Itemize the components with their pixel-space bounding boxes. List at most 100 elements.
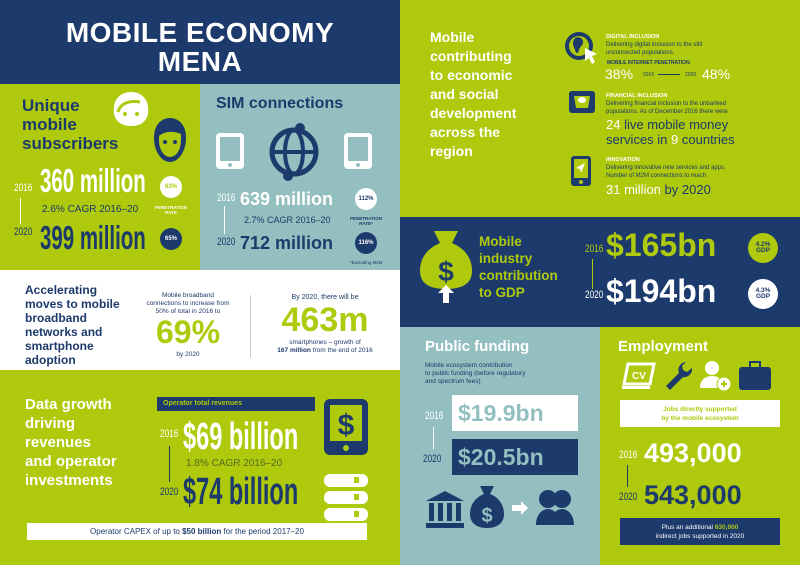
smartphone-icon xyxy=(216,133,244,169)
sim-panel: SIM connections 2016 639 million 2.7% CA… xyxy=(200,84,400,270)
year-2016: 2016 xyxy=(585,243,604,255)
timeline xyxy=(224,206,225,234)
globe-icon xyxy=(269,123,319,181)
penetration-2016: 38% xyxy=(605,66,634,82)
subscribers-2016-value: 360 million xyxy=(40,162,146,199)
operator-revenues-label: Operator total revenues xyxy=(157,397,315,411)
year-2016: 2016 xyxy=(619,449,638,461)
funding-2016-value: $19.9bn xyxy=(452,395,578,431)
svg-text:$: $ xyxy=(481,505,492,527)
timeline xyxy=(658,74,680,75)
navigation-phone-icon xyxy=(571,156,591,186)
year-2016: 2016 xyxy=(14,182,33,194)
subscribers-2020-value: 399 million xyxy=(40,219,146,256)
people-icon xyxy=(536,490,574,525)
server-icon xyxy=(324,474,368,521)
broadband-description: Mobile broadband connections to increase … xyxy=(146,292,230,315)
smartphones-growth: smartphones – growth of 167 million from … xyxy=(277,339,373,354)
development-panel: Mobile contributing to economic and social d… xyxy=(400,0,800,217)
timeline xyxy=(627,465,628,487)
jobs-2020-value: 543,000 xyxy=(644,480,742,510)
broadband-share-value: 69% xyxy=(155,314,221,350)
year-2020: 2020 xyxy=(160,486,179,498)
innovation-title: INNOVATION xyxy=(606,157,640,163)
mobile-money-stat: 24 live mobile money services in 9 count… xyxy=(606,117,735,147)
penetration-2016-badge: 112% xyxy=(355,188,377,210)
digital-inclusion-desc: Delivering digital inclusion to the stil… xyxy=(606,42,703,56)
digital-inclusion-title: DIGITAL INCLUSION xyxy=(606,34,660,40)
year-2016: 2016 xyxy=(217,192,236,204)
sim-cagr: 2.7% CAGR 2016–20 xyxy=(244,215,331,225)
innovation-desc: Delivering innovative new services and a… xyxy=(606,165,726,179)
capex-note: Operator CAPEX of up to $50 billion for … xyxy=(27,523,367,540)
dollar-phone-icon: $ xyxy=(324,399,368,455)
svg-text:$: $ xyxy=(338,409,355,442)
m2m-stat: 31 million by 2020 xyxy=(606,182,711,197)
year-2016: 2016 xyxy=(425,410,444,422)
funding-heading: Public funding xyxy=(425,338,530,355)
indirect-jobs-note: Plus an additional 630,000 indirect jobs … xyxy=(620,518,780,545)
revenue-2016-value: $69 billion xyxy=(183,416,299,458)
year-2016: 2016 xyxy=(160,428,179,440)
gdp-2020-value: $194bn xyxy=(606,273,717,309)
timeline xyxy=(433,427,434,449)
gdp-heading: Mobile industry contribution to GDP xyxy=(479,234,558,300)
financial-inclusion-desc: Delivering financial inclusion to the un… xyxy=(606,101,728,115)
penetration-2020: 48% xyxy=(702,66,731,82)
broadband-by-2020: by 2020 xyxy=(176,351,200,358)
broadband-heading: Accelerating moves to mobile broadband netw… xyxy=(25,283,120,367)
wrench-icon xyxy=(666,362,693,390)
sim-2016-value: 639 million xyxy=(240,189,334,209)
year-2020: 2020 xyxy=(685,72,697,78)
jobs-2016-value: 493,000 xyxy=(644,438,742,468)
penetration-label: PENETRATION RATE xyxy=(155,205,187,215)
employment-heading: Employment xyxy=(618,338,709,355)
gdp-panel: $ Mobile industry contribution to GDP 2016 … xyxy=(400,217,800,327)
year-2020: 2020 xyxy=(217,236,236,248)
revenue-2020-value: $74 billion xyxy=(183,471,299,513)
sim-2020-value: 712 million xyxy=(240,233,334,253)
smartphones-value: 463m xyxy=(281,301,369,339)
money-bag-up-icon: $ xyxy=(420,231,472,303)
timeline xyxy=(169,446,170,482)
arrow-right-icon xyxy=(512,501,528,515)
page-title: MOBILE ECONOMY MENA xyxy=(65,17,335,77)
financial-inclusion-title: FINANCIAL INCLUSION xyxy=(606,93,668,99)
atm-cash-icon xyxy=(569,91,595,113)
smartphone-icon xyxy=(344,133,372,169)
penetration-2020-badge: 116% xyxy=(355,232,377,254)
jobs-direct-label: Jobs directly supported by the mobile eco… xyxy=(620,400,780,427)
penetration-2020-badge: 65% xyxy=(160,228,182,250)
globe-cursor-icon xyxy=(565,32,597,64)
subscribers-heading: Unique mobile subscribers xyxy=(22,96,119,153)
revenue-cagr: 1.8% CAGR 2016–20 xyxy=(186,458,283,469)
year-2020: 2020 xyxy=(585,289,604,301)
gdp-2016-value: $165bn xyxy=(606,227,717,263)
year-2020: 2020 xyxy=(14,226,33,238)
briefcase-icon xyxy=(739,361,771,390)
svg-text:$: $ xyxy=(438,256,454,287)
funding-panel: Public funding Mobile ecosystem contribu… xyxy=(400,327,600,565)
subscribers-cagr: 2.6% CAGR 2016–20 xyxy=(42,204,139,215)
svg-text:CV: CV xyxy=(632,371,646,382)
sim-footnote: *Excluding M2M xyxy=(350,260,383,265)
cv-laptop-icon: CV xyxy=(622,362,656,389)
money-bag-icon: $ xyxy=(470,486,504,528)
funding-2020-value: $20.5bn xyxy=(452,439,578,475)
year-2020: 2020 xyxy=(423,453,442,465)
sim-heading: SIM connections xyxy=(216,95,344,112)
penetration-label: PENETRATION RATE* xyxy=(350,216,382,226)
woman-face-icon xyxy=(113,92,149,126)
funding-desc: Mobile ecosystem contribution to public f… xyxy=(425,362,526,385)
revenues-heading: Data growth driving revenues and operator in… xyxy=(25,396,117,489)
gdp-2016-share-badge: 4.2% GDP xyxy=(748,233,778,263)
mobile-internet-label: MOBILE INTERNET PENETRATION xyxy=(607,60,690,66)
year-2020: 2020 xyxy=(619,491,638,503)
penetration-2016-badge: 63% xyxy=(160,176,182,198)
title-banner: MOBILE ECONOMY MENA xyxy=(0,0,400,84)
development-heading: Mobile contributing to economic and social d… xyxy=(430,29,517,159)
broadband-panel: Accelerating moves to mobile broadband netw… xyxy=(0,270,400,370)
subscribers-panel: Unique mobile subscribers 2016 360 million… xyxy=(0,84,200,270)
bank-icon xyxy=(426,491,464,528)
smartphones-intro: By 2020, there will be xyxy=(291,294,359,301)
